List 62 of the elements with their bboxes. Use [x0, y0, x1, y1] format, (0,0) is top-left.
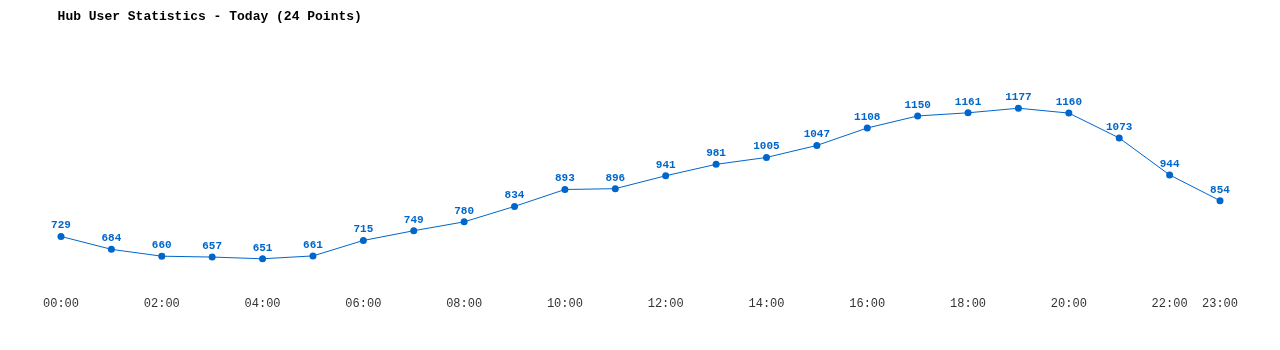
- point: [1065, 109, 1073, 117]
- data-label: 941: [655, 158, 676, 171]
- x-tick-label: 08:00: [446, 297, 483, 311]
- point: [107, 245, 115, 253]
- data-label: 1047: [803, 128, 831, 141]
- point: [57, 232, 65, 240]
- data-label: 1073: [1106, 120, 1133, 133]
- data-label: 661: [303, 238, 324, 251]
- point: [914, 112, 922, 120]
- data-label: 1177: [1005, 91, 1032, 104]
- point: [762, 153, 770, 161]
- data-label: 1160: [1055, 95, 1083, 108]
- data-label: 780: [454, 204, 475, 217]
- x-tick-label: 23:00: [1201, 297, 1239, 311]
- x-tick-label: 16:00: [849, 297, 886, 311]
- point: [712, 160, 720, 168]
- point: [1115, 134, 1123, 142]
- data-label: 749: [403, 213, 424, 226]
- point: [259, 255, 267, 263]
- point: [561, 186, 569, 194]
- x-tick-label: 02:00: [143, 297, 180, 311]
- data-label: 1161: [954, 95, 982, 108]
- chart-title: Hub User Statistics - Today (24 Points): [57, 8, 362, 24]
- data-label: 896: [605, 171, 626, 184]
- point: [964, 109, 972, 117]
- x-tick-label: 00:00: [42, 297, 80, 311]
- point: [1014, 104, 1022, 112]
- data-label: 1005: [753, 140, 781, 153]
- data-label: 1150: [904, 98, 931, 111]
- data-label: 657: [202, 239, 223, 252]
- data-label: 944: [1159, 157, 1180, 170]
- x-tick-label: 18:00: [950, 297, 987, 311]
- x-tick-label: 06:00: [345, 297, 382, 311]
- point: [813, 141, 821, 149]
- point: [359, 236, 367, 244]
- x-tick-label: 12:00: [647, 297, 684, 311]
- data-label: 834: [504, 189, 525, 202]
- point: [158, 252, 166, 260]
- data-label: 981: [706, 147, 727, 160]
- data-label: 651: [252, 241, 273, 254]
- point: [863, 124, 871, 132]
- point: [1166, 171, 1174, 179]
- x-tick-label: 04:00: [244, 297, 281, 311]
- point: [611, 185, 619, 193]
- point: [208, 253, 216, 261]
- data-label: 660: [151, 239, 172, 252]
- data-label: 684: [101, 232, 122, 245]
- x-tick-label: 20:00: [1050, 297, 1087, 311]
- x-tick-label: 14:00: [748, 297, 785, 311]
- data-label: 715: [353, 223, 374, 236]
- point: [511, 202, 519, 210]
- point: [309, 252, 317, 260]
- data-label: 729: [51, 219, 71, 232]
- x-tick-label: 10:00: [546, 297, 583, 311]
- x-tick-label: 22:00: [1151, 297, 1188, 311]
- point: [460, 218, 468, 226]
- data-label: 854: [1210, 183, 1231, 196]
- point: [662, 172, 670, 180]
- data-label: 1108: [854, 110, 881, 123]
- data-label: 893: [555, 172, 576, 185]
- point: [1216, 197, 1224, 205]
- point: [410, 227, 418, 235]
